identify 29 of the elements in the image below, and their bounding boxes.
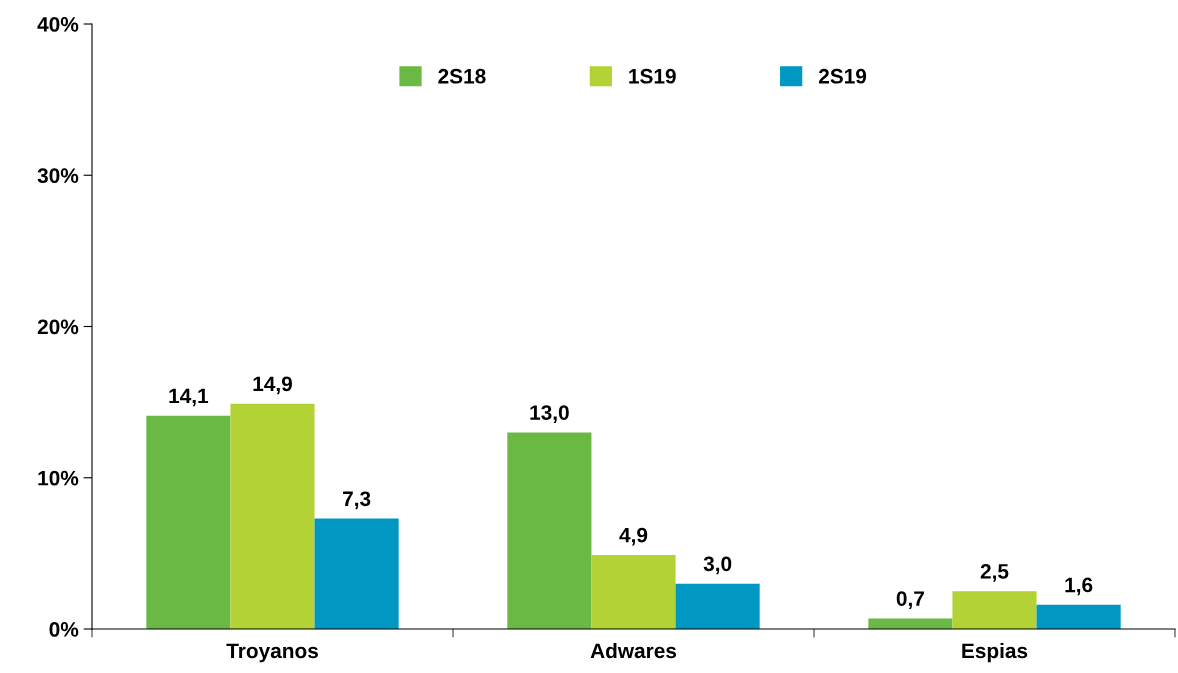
- bar: [952, 591, 1037, 629]
- data-label: 7,3: [343, 491, 371, 510]
- data-label: 14,9: [253, 376, 292, 395]
- y-tick-label: 40%: [37, 17, 79, 32]
- data-label: 2,5: [980, 563, 1009, 582]
- x-tick-label: Espias: [962, 642, 1028, 663]
- data-label: 0,7: [896, 591, 924, 609]
- data-label: 14,1: [169, 388, 209, 407]
- bar: [507, 432, 592, 629]
- data-label: 1,6: [1065, 577, 1093, 596]
- x-tick-label: Adwares: [590, 642, 677, 659]
- bar: [146, 415, 231, 629]
- x-tick-label: Troyanos: [226, 643, 318, 663]
- data-label: 13,0: [530, 405, 569, 423]
- y-tick-label: 30%: [37, 168, 79, 184]
- bar: [675, 583, 760, 629]
- y-tick-label: 20%: [37, 319, 79, 335]
- bar: [868, 618, 953, 629]
- y-tick-label: 10%: [38, 470, 79, 486]
- y-tick-label: 0%: [49, 622, 79, 637]
- data-label: 4,9: [619, 527, 648, 546]
- bar: [591, 554, 676, 629]
- bar: [1036, 604, 1121, 629]
- legend-label: 2S18: [438, 68, 486, 84]
- legend-label: 2S19: [818, 68, 867, 84]
- data-label: 3,0: [703, 556, 732, 575]
- legend-label: 1S19: [629, 68, 676, 84]
- bar: [314, 518, 399, 629]
- bar: [230, 403, 315, 629]
